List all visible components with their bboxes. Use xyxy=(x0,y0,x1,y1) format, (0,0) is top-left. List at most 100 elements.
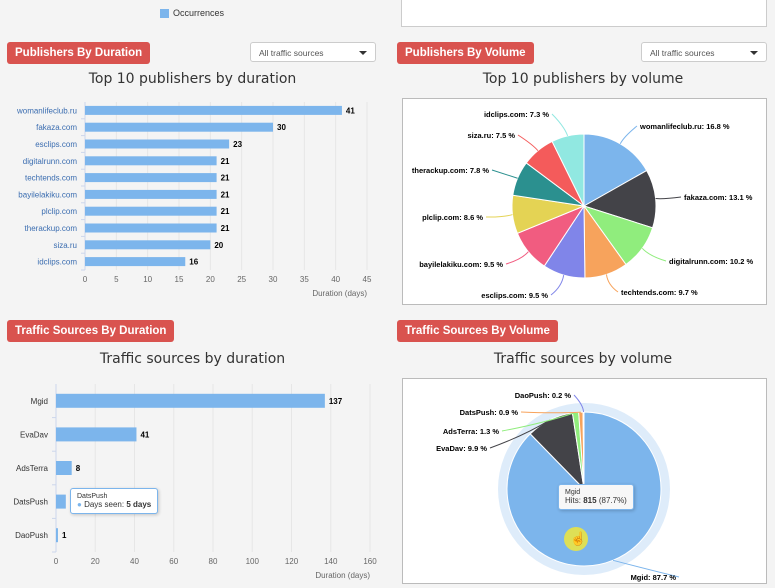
slice-label: womanlifeclub.ru: 16.8 % xyxy=(639,122,730,131)
chart-title: Traffic sources by volume xyxy=(493,351,673,367)
x-tick-label: 15 xyxy=(175,275,184,284)
x-tick-label: 30 xyxy=(269,275,278,284)
data-label: 21 xyxy=(221,174,230,183)
chart-title: Top 10 publishers by duration xyxy=(88,71,297,87)
x-tick-label: 0 xyxy=(54,557,59,566)
category-label: fakaza.com xyxy=(36,123,77,132)
chart-title: Top 10 publishers by volume xyxy=(482,71,684,87)
slice-label: esclips.com: 9.5 % xyxy=(481,291,548,300)
publishers-volume-pie: womanlifeclub.ru: 16.8 % fakaza.com: 13.1… xyxy=(412,110,754,300)
x-tick-label: 0 xyxy=(83,275,88,284)
slice-label: DaoPush: 0.2 % xyxy=(515,391,572,400)
bar xyxy=(85,189,217,199)
tooltip-pct: (87.7%) xyxy=(598,496,627,505)
connector-line xyxy=(641,247,667,262)
category-label: siza.ru xyxy=(53,241,77,250)
category-label: techtends.com xyxy=(25,174,77,183)
x-tick-label: 80 xyxy=(209,557,218,566)
data-label: 41 xyxy=(140,430,149,439)
x-tick-label: 35 xyxy=(300,275,309,284)
data-label: 20 xyxy=(214,241,223,250)
slice-label: idclips.com: 7.3 % xyxy=(484,110,549,119)
category-label: DatsPush xyxy=(13,498,48,507)
sources-volume-panel: Mgid: 87.7 % EvaDav: 9.9 % AdsTerra: 1.3 %… xyxy=(402,378,767,584)
sources-duration-chart: 0 20 40 60 80 100 120 140 160 Duration (days) Mgid… xyxy=(13,384,377,580)
slice-label: therackup.com: 7.8 % xyxy=(412,166,489,175)
category-label: EvaDav xyxy=(20,430,48,439)
traffic-source-select-duration[interactable]: All traffic sources xyxy=(250,42,376,62)
tooltip-name: Mgid xyxy=(565,489,581,496)
x-axis-title: Duration (days) xyxy=(315,571,370,580)
x-tick-label: 140 xyxy=(324,557,338,566)
traffic-source-select-volume[interactable]: All traffic sources xyxy=(641,42,767,62)
x-tick-label: 45 xyxy=(363,275,372,284)
cursor-highlight xyxy=(564,527,588,551)
section-badge-publishers-volume: Publishers By Volume xyxy=(397,42,534,64)
category-label: bayilelakiku.com xyxy=(18,190,77,199)
connector-line xyxy=(501,411,576,432)
x-tick-label: 20 xyxy=(206,275,215,284)
x-tick-label: 40 xyxy=(331,275,340,284)
bar xyxy=(56,427,137,442)
slice-label: bayilelakiku.com: 9.5 % xyxy=(419,260,503,269)
x-tick-label: 100 xyxy=(246,557,260,566)
publishers-duration-chart: 0 5 10 15 20 25 30 35 40 45 Duration (days) womanli… xyxy=(16,102,372,298)
x-tick-label: 10 xyxy=(143,275,152,284)
data-label: 16 xyxy=(189,258,198,267)
pie-slice xyxy=(551,133,585,207)
slice-label: digitalrunn.com: 10.2 % xyxy=(669,257,754,266)
tooltip-value: 5 days xyxy=(126,500,152,509)
category-label: esclips.com xyxy=(35,140,77,149)
legend-label: Occurrences xyxy=(173,8,225,18)
connector-line xyxy=(505,251,529,265)
slice-label: DatsPush: 0.9 % xyxy=(460,408,519,417)
connector-line xyxy=(520,411,581,414)
sources-volume-pie: Mgid: 87.7 % EvaDav: 9.9 % AdsTerra: 1.3 %… xyxy=(436,391,680,582)
x-axis-title: Duration (days) xyxy=(312,289,367,298)
section-badge-sources-duration: Traffic Sources By Duration xyxy=(7,320,175,342)
top-panel-remnant xyxy=(401,0,767,27)
connector-line xyxy=(619,125,638,145)
slice-label: EvaDav: 9.9 % xyxy=(436,444,487,453)
data-label: 21 xyxy=(221,224,230,233)
x-tick-label: 25 xyxy=(237,275,246,284)
connector-line xyxy=(655,196,682,200)
x-tick-label: 160 xyxy=(363,557,377,566)
data-label: 21 xyxy=(221,207,230,216)
bar xyxy=(85,105,342,115)
slice-label: Mgid: 87.7 % xyxy=(631,573,677,582)
bar xyxy=(85,206,217,216)
data-label: 41 xyxy=(346,106,355,115)
x-tick-label: 120 xyxy=(285,557,299,566)
data-label: 137 xyxy=(329,397,343,406)
bar xyxy=(85,122,273,132)
chevron-down-icon xyxy=(359,51,367,55)
data-label: 23 xyxy=(233,140,242,149)
bar xyxy=(85,240,211,250)
publishers-volume-panel: womanlifeclub.ru: 16.8 % fakaza.com: 13.1… xyxy=(402,98,767,305)
occurrences-legend[interactable]: Occurrences xyxy=(160,8,224,18)
category-label: plclip.com xyxy=(41,207,77,216)
volume-tooltip: Mgid Hits: 815 (87.7%) xyxy=(558,484,634,510)
category-label: idclips.com xyxy=(37,258,77,267)
category-label: Mgid xyxy=(31,397,48,406)
chevron-down-icon xyxy=(750,51,758,55)
bar xyxy=(85,139,230,149)
connector-line xyxy=(491,169,518,179)
category-label: womanlifeclub.ru xyxy=(16,106,77,115)
category-label: therackup.com xyxy=(25,224,78,233)
bar xyxy=(85,156,217,166)
connector-line xyxy=(605,274,619,293)
data-label: 1 xyxy=(62,531,67,540)
slice-label: siza.ru: 7.5 % xyxy=(467,131,515,140)
select-value: All traffic sources xyxy=(650,48,715,58)
bar xyxy=(56,494,66,509)
bar xyxy=(85,223,217,233)
x-tick-label: 20 xyxy=(91,557,100,566)
x-tick-label: 5 xyxy=(114,275,119,284)
bar xyxy=(85,257,186,267)
x-tick-label: 60 xyxy=(169,557,178,566)
data-label: 21 xyxy=(221,190,230,199)
bar xyxy=(56,528,58,543)
x-tick-label: 40 xyxy=(130,557,139,566)
